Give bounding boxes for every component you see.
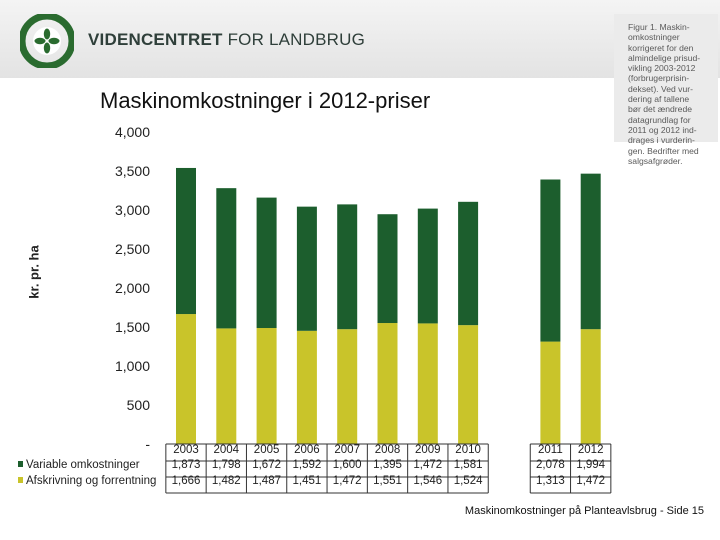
table-cell: 1,395 [373, 459, 402, 471]
header-band [0, 0, 720, 78]
y-tick-label: 3,000 [115, 202, 150, 218]
table-cell: 1,994 [576, 459, 606, 471]
bar-afskrivning-2007 [337, 329, 358, 444]
table-cell: 1,472 [576, 475, 606, 487]
bar-afskrivning-2012 [580, 329, 601, 444]
x-tick-label: 2009 [415, 444, 441, 456]
bar-variable-2012 [580, 173, 601, 330]
table-cell: 1,672 [252, 459, 281, 471]
bar-variable-2007 [337, 204, 358, 330]
x-tick-label: 2008 [374, 444, 401, 456]
legend-label: Variable omkostninger [26, 459, 140, 471]
table-cell: 1,581 [453, 459, 483, 471]
four-leaf-logo-icon [20, 14, 74, 68]
x-tick-label: 2004 [213, 444, 240, 456]
figure-note: Figur 1. Maskin- omkostninger korrigeret… [628, 22, 701, 166]
footer-page-label: Maskinomkostninger på Planteavlsbrug - S… [464, 505, 704, 517]
bar-afskrivning-2006 [296, 330, 317, 444]
x-tick-label: 2003 [173, 444, 199, 456]
y-tick-label: 4,000 [115, 124, 150, 140]
brand-light: FOR LANDBRUG [227, 30, 366, 49]
x-tick-label: 2005 [253, 444, 280, 456]
table-cell: 1,551 [373, 475, 402, 487]
bar-variable-2010 [458, 201, 479, 326]
bar-afskrivning-2005 [256, 328, 277, 444]
y-tick-label: 2,000 [115, 280, 150, 296]
legend-item-afskrivning: Afskrivning og forrentning [18, 475, 168, 487]
bar-afskrivning-2009 [417, 323, 438, 444]
x-tick-label: 2010 [455, 444, 481, 456]
table-cell: 1,666 [171, 475, 201, 487]
y-tick-label: 1,500 [115, 319, 150, 335]
table-cell: 1,482 [211, 475, 241, 487]
legend-swatch [18, 461, 23, 467]
table-cell: 1,472 [413, 459, 443, 471]
y-tick-label: 500 [127, 397, 151, 413]
bar-afskrivning-2008 [377, 323, 398, 444]
bar-variable-2011 [540, 179, 561, 342]
bar-afskrivning-2010 [458, 325, 479, 444]
bar-afskrivning-2003 [176, 314, 196, 444]
table-cell: 1,451 [292, 475, 322, 487]
legend-label: Afskrivning og forrentning [26, 475, 157, 487]
y-tick-label: 1,000 [115, 358, 150, 374]
legend-item-variable: Variable omkostninger [18, 459, 168, 471]
x-tick-label: 2007 [334, 444, 360, 456]
bar-variable-2004 [216, 188, 237, 329]
table-cell: 1,313 [536, 475, 565, 487]
bar-afskrivning-2004 [216, 328, 237, 444]
bar-variable-2006 [296, 206, 317, 331]
table-cell: 1,592 [292, 459, 322, 471]
x-tick-label: 2012 [577, 444, 604, 456]
brand-bold: VIDENCENTRET [88, 30, 223, 49]
bar-variable-2009 [417, 208, 438, 324]
bar-variable-2005 [256, 197, 277, 329]
bar-afskrivning-2011 [540, 341, 561, 444]
table-cell: 1,600 [332, 459, 362, 471]
x-tick-label: 2011 [538, 444, 563, 456]
table-cell: 2,078 [536, 459, 565, 471]
table-cell: 1,524 [453, 475, 483, 487]
bar-variable-2003 [176, 167, 196, 315]
table-cell: 1,546 [413, 475, 443, 487]
chart-title: Maskinomkostninger i 2012-priser [100, 88, 431, 113]
figure-note-panel [614, 14, 718, 142]
table-cell: 1,472 [332, 475, 362, 487]
x-tick-label: 2006 [294, 444, 320, 456]
legend-swatch [18, 477, 23, 483]
bar-variable-2008 [377, 214, 398, 324]
table-cell: 1,487 [252, 475, 281, 487]
y-tick-label: 3,500 [115, 163, 150, 179]
table-cell: 1,798 [211, 459, 241, 471]
y-tick-label: 2,500 [115, 241, 150, 257]
brand-name: VIDENCENTRET FOR LANDBRUG [88, 30, 365, 50]
table-cell: 1,873 [171, 459, 201, 471]
y-tick-label: - [145, 436, 150, 452]
